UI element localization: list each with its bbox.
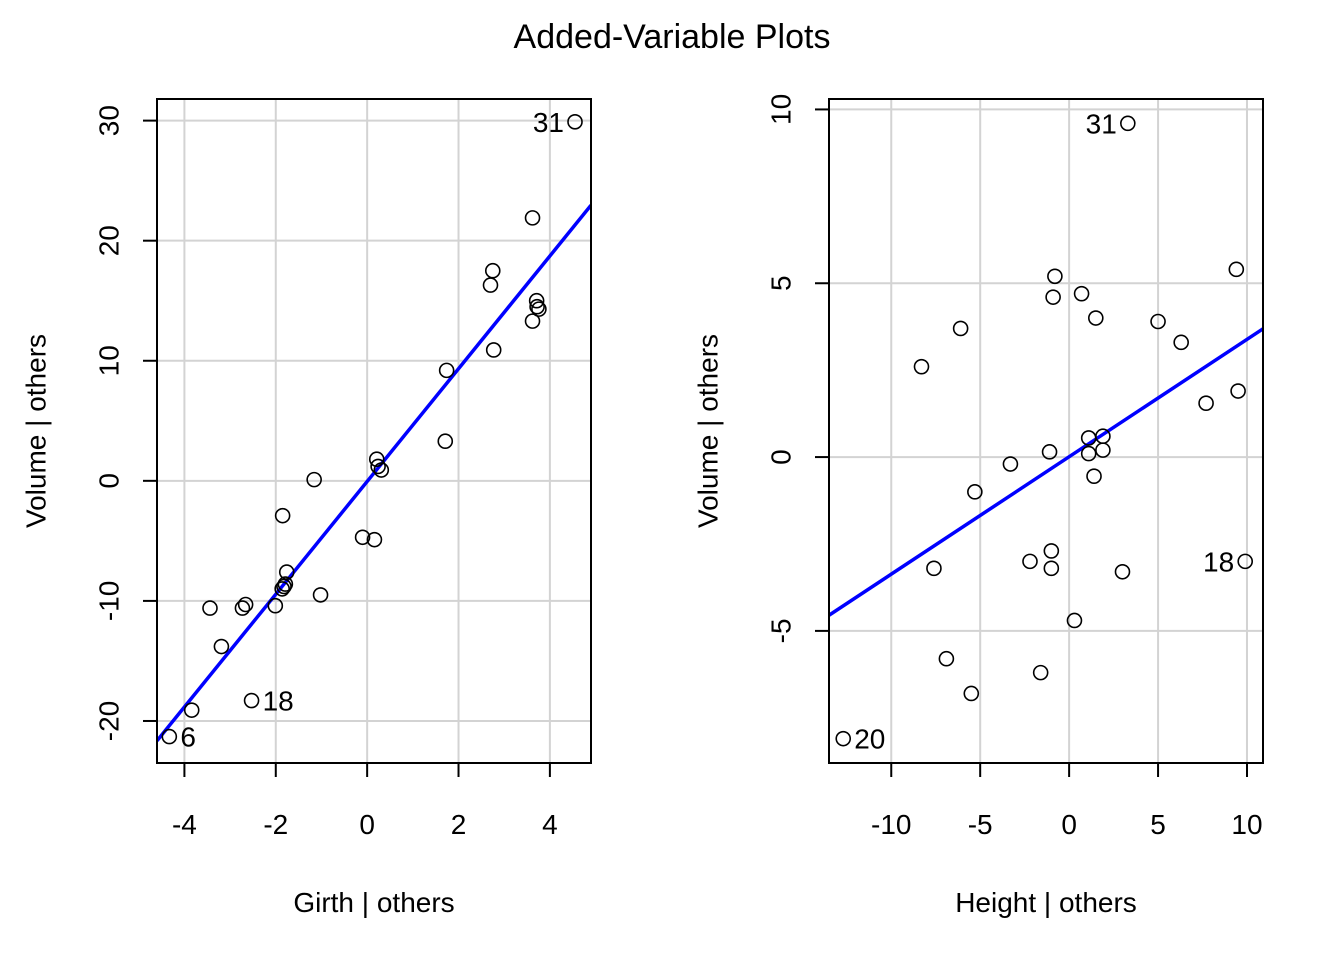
data-point <box>306 471 322 488</box>
data-point <box>1086 468 1102 484</box>
x-tick-label: 0 <box>1061 809 1077 840</box>
data-point <box>529 298 545 315</box>
point-label: 31 <box>1086 108 1117 139</box>
data-point <box>277 576 294 592</box>
data-point <box>567 114 583 130</box>
y-tick-label: -20 <box>94 701 125 741</box>
data-point <box>1066 612 1083 629</box>
data-point <box>1095 442 1111 458</box>
figure-title: Added-Variable Plots <box>514 18 831 56</box>
data-point <box>366 531 383 548</box>
x-tick-label: 4 <box>542 809 558 840</box>
x-tick-label: -2 <box>263 809 288 840</box>
y-tick-label: -10 <box>94 581 125 621</box>
data-point <box>1088 310 1104 326</box>
data-point <box>482 277 499 293</box>
data-point <box>963 685 980 702</box>
point-label: 18 <box>263 686 294 717</box>
data-point <box>484 262 501 279</box>
data-point <box>524 210 541 226</box>
y-axis-title: Volume | others <box>21 334 52 528</box>
data-point <box>938 650 955 667</box>
point-label: 6 <box>180 722 196 753</box>
data-point <box>373 462 390 478</box>
data-point <box>967 484 983 500</box>
data-point <box>354 529 371 546</box>
data-point <box>1045 289 1061 305</box>
data-point <box>202 600 218 616</box>
data-point <box>1120 115 1136 132</box>
y-axis-title: Volume | others <box>693 334 724 528</box>
x-tick-label: -4 <box>172 809 197 840</box>
data-point <box>1032 664 1049 681</box>
data-point <box>1080 445 1097 462</box>
x-tick-label: 5 <box>1150 809 1166 840</box>
data-point <box>952 320 969 337</box>
data-point <box>274 507 291 524</box>
data-point <box>1073 285 1090 302</box>
data-point <box>183 702 200 718</box>
data-point <box>926 560 942 577</box>
x-tick-label: -10 <box>871 809 911 840</box>
point-label: 31 <box>533 107 564 138</box>
data-point <box>1022 553 1038 570</box>
data-point <box>278 564 295 580</box>
point-label: 18 <box>1203 546 1234 577</box>
data-point <box>835 730 852 747</box>
plot-frame <box>156 98 592 764</box>
data-point <box>1002 456 1019 472</box>
data-point <box>368 451 385 468</box>
data-point <box>531 301 547 317</box>
data-point <box>1047 268 1063 285</box>
data-point <box>312 587 329 603</box>
x-axis-title: Girth | others <box>293 887 454 918</box>
height-added-variable-panel: 31 18 20 -10 -5 0 5 10 -5 0 5 10 Height | others Volu… <box>693 94 1264 918</box>
plot-frame <box>828 98 1264 764</box>
data-point <box>485 342 502 358</box>
y-tick-label: 30 <box>94 105 125 136</box>
data-point <box>524 313 541 329</box>
data-point <box>1230 383 1246 399</box>
x-tick-label: 2 <box>451 809 467 840</box>
data-point <box>437 433 454 450</box>
data-point <box>1043 560 1060 577</box>
data-point <box>438 362 455 379</box>
data-point <box>370 458 386 475</box>
x-tick-label: 0 <box>359 809 375 840</box>
y-tick-label: 0 <box>766 449 797 465</box>
x-tick-label: 10 <box>1231 809 1262 840</box>
x-tick-label: -5 <box>968 809 993 840</box>
data-point <box>913 358 930 375</box>
y-tick-label: -5 <box>766 618 797 643</box>
data-point <box>237 596 254 613</box>
y-tick-label: 0 <box>94 473 125 489</box>
y-tick-label: 20 <box>94 225 125 256</box>
data-point <box>161 728 178 745</box>
data-point <box>267 597 284 614</box>
data-point <box>243 692 260 709</box>
data-point <box>276 578 292 595</box>
regression-fit-line <box>829 327 1263 617</box>
data-point <box>234 600 251 616</box>
data-point <box>1228 261 1245 278</box>
point-label: 20 <box>854 724 885 755</box>
data-point <box>1043 543 1060 559</box>
data-point <box>1198 395 1214 411</box>
data-point <box>1114 563 1131 580</box>
data-point <box>528 292 545 309</box>
data-point <box>213 638 230 655</box>
data-point <box>1173 334 1189 351</box>
data-point <box>274 581 290 597</box>
data-point <box>1041 444 1058 460</box>
x-axis-title: Height | others <box>955 887 1137 918</box>
y-tick-label: 10 <box>766 94 797 125</box>
y-tick-label: 10 <box>94 345 125 376</box>
data-point <box>1150 313 1166 330</box>
y-tick-label: 5 <box>766 275 797 291</box>
data-point <box>1237 553 1254 570</box>
